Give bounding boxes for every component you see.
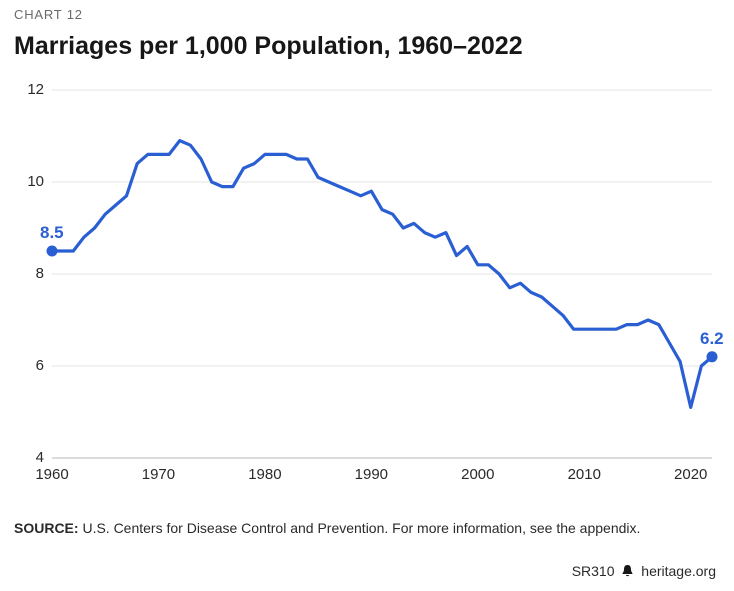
chart-number: CHART 12 — [14, 7, 83, 22]
x-tick-label: 1960 — [35, 466, 68, 483]
chart-svg — [52, 90, 712, 458]
y-tick-label: 12 — [14, 81, 44, 98]
end-value-label: 6.2 — [700, 329, 724, 349]
y-tick-label: 4 — [14, 449, 44, 466]
bell-icon — [621, 564, 634, 578]
x-tick-label: 2010 — [568, 466, 601, 483]
report-code: SR310 — [572, 563, 615, 579]
y-tick-label: 6 — [14, 357, 44, 374]
y-tick-label: 10 — [14, 173, 44, 190]
x-tick-label: 1990 — [355, 466, 388, 483]
footer: SR310 heritage.org — [572, 563, 716, 579]
footer-site: heritage.org — [641, 563, 716, 579]
x-tick-label: 1970 — [142, 466, 175, 483]
source-line: SOURCE: U.S. Centers for Disease Control… — [14, 520, 640, 536]
chart-title: Marriages per 1,000 Population, 1960–202… — [14, 32, 523, 61]
y-tick-label: 8 — [14, 265, 44, 282]
x-tick-label: 2020 — [674, 466, 707, 483]
endpoint-marker — [47, 246, 58, 257]
x-tick-label: 1980 — [248, 466, 281, 483]
endpoint-marker — [707, 351, 718, 362]
start-value-label: 8.5 — [40, 223, 64, 243]
source-text: U.S. Centers for Disease Control and Pre… — [82, 520, 640, 536]
x-tick-label: 2000 — [461, 466, 494, 483]
source-label: SOURCE: — [14, 520, 79, 536]
line-chart — [52, 90, 712, 458]
